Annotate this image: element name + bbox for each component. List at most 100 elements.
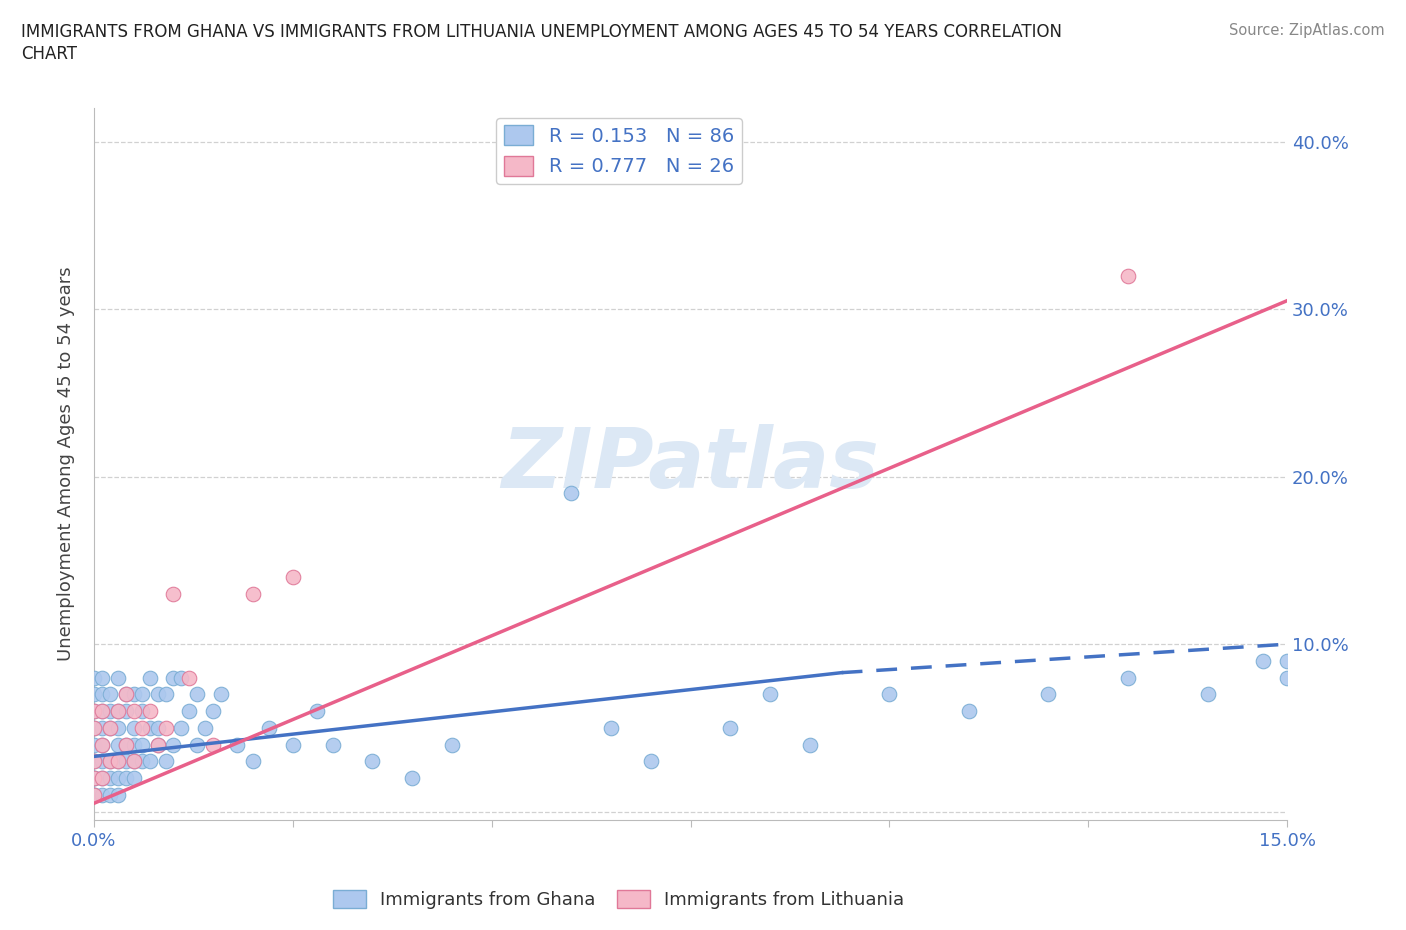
Point [281,570,304,585]
Point [242,587,264,602]
Point [155,754,177,769]
Point [759,687,782,702]
Point [90,771,112,786]
Point [98,721,121,736]
Point [799,737,821,752]
Text: Source: ZipAtlas.com: Source: ZipAtlas.com [1229,23,1385,38]
Point [122,704,145,719]
Point [179,671,201,685]
Point [179,704,201,719]
Point [1275,654,1298,669]
Point [90,737,112,752]
Text: ZIPatlas: ZIPatlas [502,423,879,505]
Point [226,737,249,752]
Point [83,704,105,719]
Point [146,687,169,702]
Point [242,754,264,769]
Text: IMMIGRANTS FROM GHANA VS IMMIGRANTS FROM LITHUANIA UNEMPLOYMENT AMONG AGES 45 TO: IMMIGRANTS FROM GHANA VS IMMIGRANTS FROM… [21,23,1062,41]
Point [122,771,145,786]
Point [114,771,136,786]
Point [202,737,225,752]
Point [98,721,121,736]
Point [1038,687,1060,702]
Legend: R = 0.153   N = 86, R = 0.777   N = 26: R = 0.153 N = 86, R = 0.777 N = 26 [496,118,742,184]
Point [879,687,901,702]
Point [440,737,463,752]
Point [90,671,112,685]
Point [146,737,169,752]
Point [83,671,105,685]
Point [194,721,217,736]
Point [114,687,136,702]
Point [98,754,121,769]
Point [83,771,105,786]
Point [122,721,145,736]
Point [560,486,582,501]
Point [202,704,225,719]
Point [83,788,105,803]
Point [107,754,129,769]
Point [170,721,193,736]
Point [162,587,184,602]
Point [83,771,105,786]
Point [107,788,129,803]
Point [122,754,145,769]
Point [90,754,112,769]
Point [98,754,121,769]
Point [1251,654,1274,669]
Point [107,671,129,685]
Point [114,737,136,752]
Point [162,737,184,752]
Point [107,771,129,786]
Point [131,704,153,719]
Point [90,721,112,736]
Text: CHART: CHART [21,45,77,62]
Point [640,754,662,769]
Point [281,737,304,752]
Point [305,704,328,719]
Point [83,704,105,719]
Point [1116,268,1139,283]
Point [114,754,136,769]
Point [155,687,177,702]
Point [138,721,160,736]
Point [1116,671,1139,685]
Point [146,721,169,736]
Point [83,737,105,752]
Point [122,754,145,769]
Point [209,687,232,702]
Point [322,737,344,752]
Point [90,687,112,702]
Point [107,721,129,736]
Point [90,737,112,752]
Point [957,704,980,719]
Point [98,704,121,719]
Point [98,771,121,786]
Point [1197,687,1219,702]
Point [401,771,423,786]
Point [131,721,153,736]
Point [107,704,129,719]
Point [162,671,184,685]
Point [138,671,160,685]
Y-axis label: Unemployment Among Ages 45 to 54 years: Unemployment Among Ages 45 to 54 years [58,267,75,661]
Point [107,704,129,719]
Point [131,687,153,702]
Point [107,754,129,769]
Point [138,704,160,719]
Point [90,704,112,719]
Point [83,754,105,769]
Point [83,754,105,769]
Point [361,754,384,769]
Point [186,687,208,702]
Point [155,721,177,736]
Point [114,687,136,702]
Point [131,737,153,752]
Point [83,721,105,736]
Point [114,737,136,752]
Point [83,771,105,786]
Point [718,721,741,736]
Point [90,704,112,719]
Point [83,788,105,803]
Point [131,754,153,769]
